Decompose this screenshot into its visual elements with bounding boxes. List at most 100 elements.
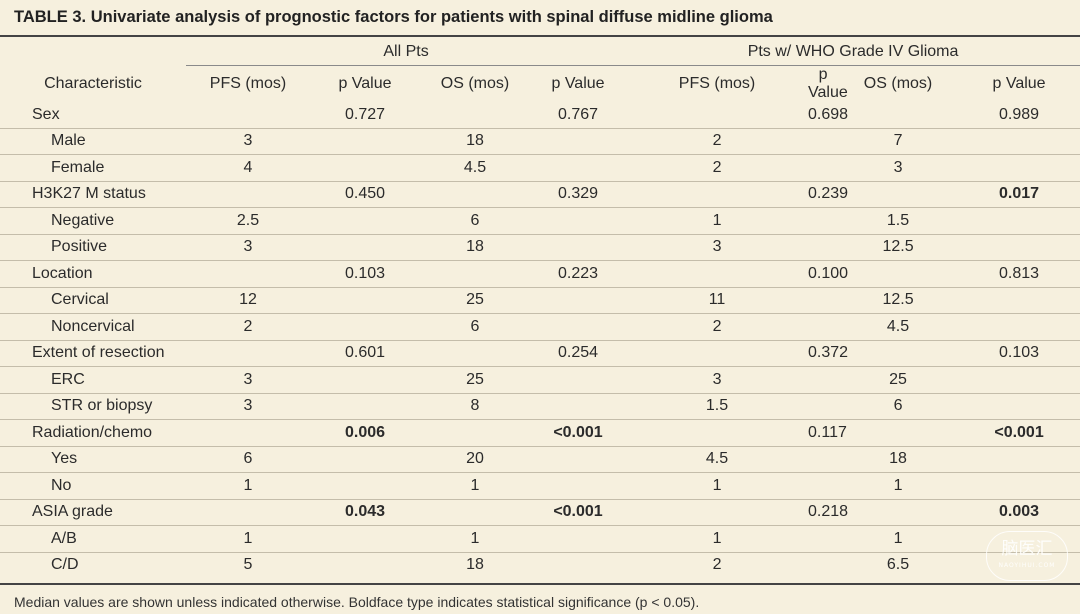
- table-cell: [530, 128, 627, 155]
- group-all-pts: All Pts: [186, 38, 627, 66]
- bottom-rule: [0, 583, 1080, 585]
- table-cell: [186, 102, 310, 129]
- table-cell: [420, 499, 530, 526]
- table-cell: 1.5: [838, 207, 959, 235]
- table-cell: 0.450: [310, 181, 420, 208]
- table-cell: 0.223: [530, 260, 627, 288]
- table-cell: [958, 366, 1080, 394]
- table-cell: 12: [186, 287, 310, 314]
- table-cell: [530, 366, 627, 394]
- table-cell: <0.001: [530, 499, 627, 526]
- table-cell: 2: [712, 556, 722, 574]
- table-cell: [310, 393, 420, 420]
- table-cell: [186, 499, 310, 526]
- table-row: Male 3 18 2 7: [0, 128, 1080, 155]
- table-cell: 3: [186, 366, 310, 394]
- row-sublabel: Yes: [0, 446, 186, 473]
- table-cell: [530, 234, 627, 261]
- table-cell: 18: [466, 556, 484, 574]
- table-cell: 0.372: [808, 340, 848, 367]
- table-cell: [310, 154, 420, 182]
- table-cell: 12.5: [838, 234, 959, 261]
- table-cell: 0.329: [530, 181, 627, 208]
- table-cell: [626, 419, 809, 447]
- table-cell: 1: [186, 472, 310, 500]
- table-row: Radiation/chemo 0.006 <0.001 0.117 <0.001: [0, 419, 1080, 447]
- table-row: Female 4 4.5 2 3: [0, 154, 1080, 182]
- table-cell: 6: [420, 313, 530, 341]
- table-cell: [626, 340, 809, 367]
- table-cell: 3: [838, 154, 959, 182]
- table-cell: [310, 287, 420, 314]
- table-cell: [958, 313, 1080, 341]
- table-cell: [958, 128, 1080, 155]
- table-cell: 3: [626, 234, 809, 261]
- table-row: Positive 3 18 3 12.5: [0, 234, 1080, 261]
- table-cell: [186, 419, 310, 447]
- row-label: Sex: [0, 102, 186, 129]
- table-row: A/B 1 1 1 1: [0, 525, 1080, 553]
- row-sublabel: Female: [0, 154, 186, 182]
- table-cell: 4: [186, 154, 310, 182]
- table-cell: 0.100: [808, 260, 848, 288]
- table-row: No 1 1 1 1: [0, 472, 1080, 500]
- table-cell: 2: [626, 128, 809, 155]
- table-cell: [808, 525, 839, 553]
- table-cell: 1: [420, 525, 530, 553]
- table-cell: 11: [626, 287, 809, 314]
- table-cell: 0.813: [958, 260, 1080, 288]
- table-cell: 0.218: [808, 499, 848, 526]
- table-cell: 3: [186, 234, 310, 261]
- table-cell: 0.043: [310, 499, 420, 526]
- table-cell: [530, 525, 627, 553]
- row-label: Extent of resection: [0, 340, 186, 367]
- table-cell: 7: [838, 128, 959, 155]
- table-cell: 8: [420, 393, 530, 420]
- table-cell: [808, 393, 839, 420]
- table-cell: [310, 207, 420, 235]
- table-cell: [186, 181, 310, 208]
- row-label: H3K27 M status: [0, 181, 186, 208]
- row-sublabel: Cervical: [0, 287, 186, 314]
- table-cell: [530, 552, 626, 578]
- table-cell: 1: [626, 472, 809, 500]
- table-cell: 4.5: [626, 446, 809, 473]
- table-cell: [310, 128, 420, 155]
- col-pfs-all: PFS (mos): [209, 75, 287, 92]
- table-cell: 18: [838, 446, 959, 473]
- table-title: TABLE 3. Univariate analysis of prognost…: [14, 8, 773, 26]
- row-sublabel: Noncervical: [0, 313, 186, 341]
- table-cell: 0.017: [958, 181, 1080, 208]
- table-cell: [420, 181, 530, 208]
- table-cell: 1: [626, 525, 809, 553]
- table-cell: [420, 340, 530, 367]
- group-grade-iv: Pts w/ WHO Grade IV Glioma: [626, 38, 1080, 66]
- row-sublabel: Positive: [0, 234, 186, 261]
- table-cell: 0.006: [310, 419, 420, 447]
- table-cell: 4.5: [420, 154, 530, 182]
- table-cell: 0.239: [808, 181, 848, 208]
- table-cell: 6: [838, 393, 959, 420]
- table-cell: 1: [838, 525, 959, 553]
- table-cell: [838, 499, 959, 526]
- table-cell: [808, 128, 839, 155]
- table-cell: 1: [626, 207, 809, 235]
- table-cell: [838, 102, 959, 129]
- table-cell: 0.103: [310, 260, 420, 288]
- table-cell: 2.5: [186, 207, 310, 235]
- table-row: Noncervical 2 6 2 4.5: [0, 313, 1080, 341]
- table-cell: [808, 207, 839, 235]
- table-cell: [186, 340, 310, 367]
- table-cell: [310, 313, 420, 341]
- table-cell: [420, 419, 530, 447]
- table-cell: 2: [626, 313, 809, 341]
- row-label: Radiation/chemo: [0, 419, 186, 447]
- table-cell: 2: [626, 154, 809, 182]
- table-cell: [530, 207, 627, 235]
- table-cell: [958, 154, 1080, 182]
- table-row: Location 0.103 0.223 0.100 0.813: [0, 260, 1080, 288]
- table-cell: 25: [420, 287, 530, 314]
- table-cell: [838, 181, 959, 208]
- col-os-all: OS (mos): [440, 75, 510, 92]
- row-sublabel: No: [0, 472, 186, 500]
